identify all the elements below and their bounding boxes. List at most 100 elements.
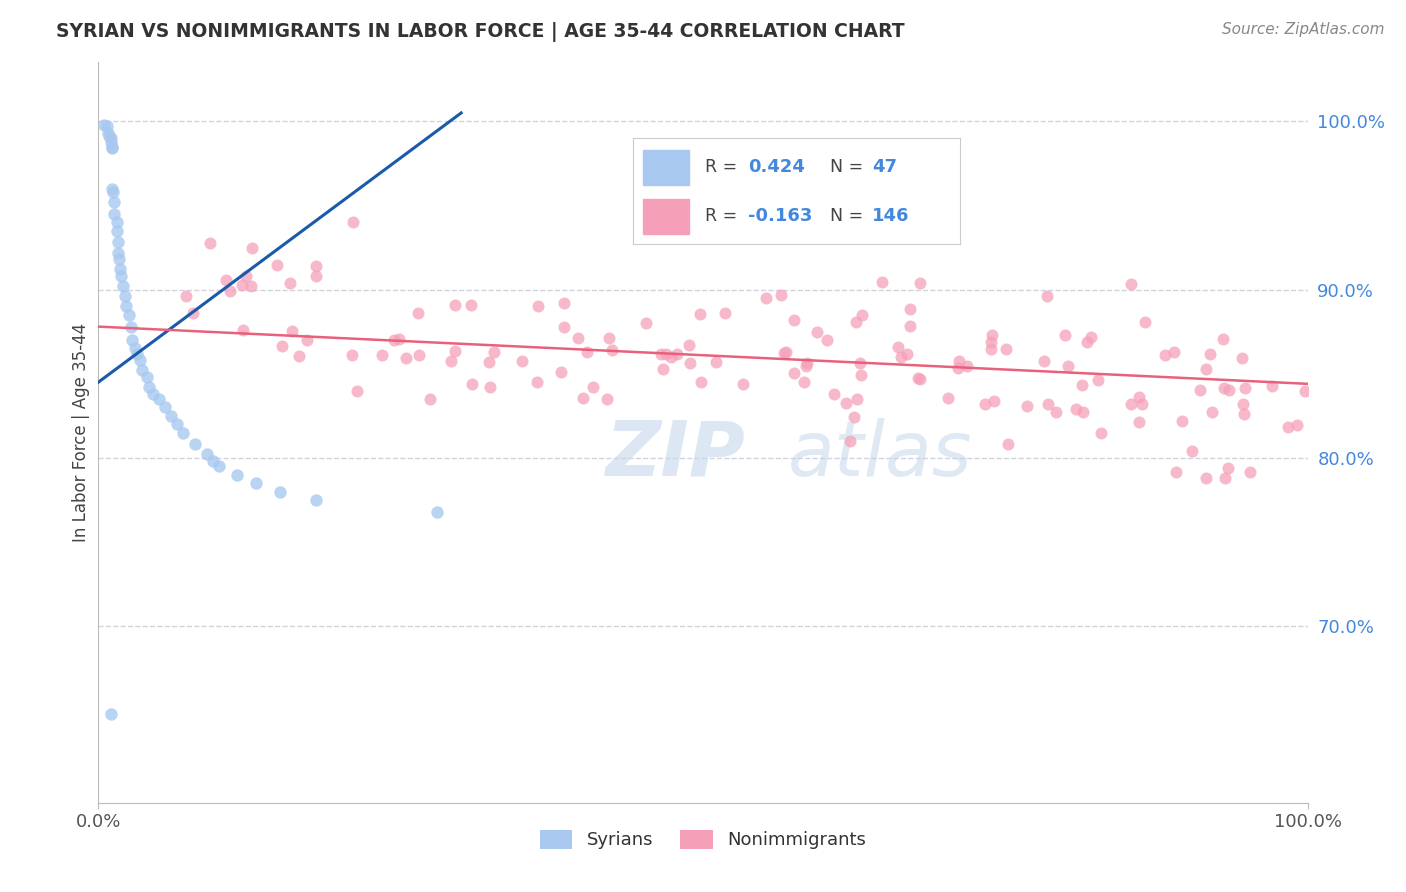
Point <box>127 346 149 360</box>
Point <box>994 342 1017 356</box>
Point <box>444 343 467 358</box>
Point <box>148 392 170 406</box>
Text: ZIP: ZIP <box>606 417 747 491</box>
Point <box>659 351 682 365</box>
Point <box>103 207 125 221</box>
Point <box>678 356 700 370</box>
Point <box>510 353 533 368</box>
Point <box>105 215 128 229</box>
Point <box>1212 332 1234 346</box>
Point <box>1130 397 1153 411</box>
Point <box>526 375 548 389</box>
Point <box>775 344 797 359</box>
Point <box>219 284 242 298</box>
Point <box>388 332 411 346</box>
Point <box>460 376 482 391</box>
Point <box>266 258 288 272</box>
Point <box>1232 397 1254 411</box>
Point <box>408 306 430 320</box>
Point <box>93 118 115 132</box>
Point <box>135 370 157 384</box>
Point <box>235 268 257 283</box>
Point <box>270 339 292 353</box>
Point <box>654 347 676 361</box>
Point <box>636 317 658 331</box>
Point <box>1090 426 1112 441</box>
Point <box>208 459 231 474</box>
Point <box>1194 471 1216 485</box>
Point <box>1216 461 1239 475</box>
Point <box>806 326 828 340</box>
Point <box>849 368 872 383</box>
Point <box>908 372 931 386</box>
Point <box>755 291 778 305</box>
Point <box>983 393 1005 408</box>
Bar <box>643 199 689 234</box>
Point <box>98 129 121 144</box>
Point <box>823 387 845 401</box>
Point <box>956 359 979 374</box>
Point <box>1121 277 1143 291</box>
Point <box>567 331 589 345</box>
Point <box>1199 347 1222 361</box>
Point <box>898 301 921 316</box>
Point <box>305 492 328 507</box>
Point <box>1035 288 1057 302</box>
Point <box>886 340 908 354</box>
Point <box>108 252 131 267</box>
Point <box>395 351 418 365</box>
Point <box>107 245 129 260</box>
Point <box>280 277 302 291</box>
Point <box>1036 396 1059 410</box>
Point <box>553 296 575 310</box>
Point <box>1189 383 1212 397</box>
Point <box>1071 405 1094 419</box>
Point <box>1064 402 1087 417</box>
Point <box>714 306 737 320</box>
Point <box>1171 414 1194 428</box>
Point <box>907 371 929 385</box>
Text: N =: N = <box>830 207 869 225</box>
Point <box>288 350 311 364</box>
Point <box>97 126 120 140</box>
Point <box>1135 315 1157 329</box>
Point <box>793 375 815 389</box>
Point <box>269 484 291 499</box>
Point <box>460 298 482 312</box>
Point <box>946 361 969 376</box>
Point <box>478 355 501 369</box>
Point <box>426 505 449 519</box>
Point <box>1213 471 1236 485</box>
Point <box>111 279 134 293</box>
Point <box>845 315 868 329</box>
Point <box>107 235 129 250</box>
Point <box>1056 359 1078 374</box>
Point <box>782 366 804 380</box>
Point <box>202 454 225 468</box>
Text: atlas: atlas <box>787 417 972 491</box>
Point <box>815 333 838 347</box>
Point <box>100 706 122 721</box>
Point <box>1277 420 1299 434</box>
Point <box>110 269 132 284</box>
Point <box>598 331 620 345</box>
Point <box>172 425 194 440</box>
Point <box>835 396 858 410</box>
Point <box>131 363 153 377</box>
Point <box>115 300 138 314</box>
Point <box>101 185 124 199</box>
Point <box>1053 328 1076 343</box>
Point <box>231 278 253 293</box>
Point <box>153 401 176 415</box>
Point <box>1128 390 1150 404</box>
Point <box>382 333 405 347</box>
Point <box>898 319 921 334</box>
Point <box>443 297 465 311</box>
Point <box>280 324 302 338</box>
Point <box>479 380 502 394</box>
Point <box>214 273 236 287</box>
Text: R =: R = <box>706 158 742 177</box>
Point <box>1070 378 1092 392</box>
Point <box>103 195 125 210</box>
Point <box>340 349 363 363</box>
